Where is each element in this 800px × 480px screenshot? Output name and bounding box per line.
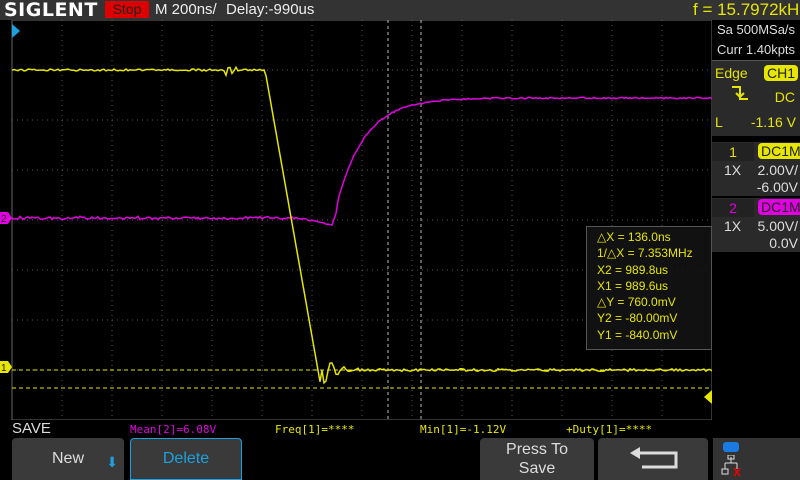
trigger-type: Edge <box>715 65 748 81</box>
ch2-panel[interactable]: 2 DC1M 1X 5.00V/ 0.0V <box>712 198 800 252</box>
cursor-readout-line: X2 = 989.8us <box>597 262 711 278</box>
trigger-level: -1.16 V <box>751 114 796 130</box>
memory-depth: Curr 1.40kpts <box>717 42 795 58</box>
press-to-save-button[interactable]: Press To Save <box>480 438 594 480</box>
brand-logo: SIGLENT <box>4 0 98 21</box>
back-button[interactable] <box>598 438 708 480</box>
delay[interactable]: Delay:-990us <box>226 1 314 18</box>
cursor-readout-line: X1 = 989.6us <box>597 278 711 294</box>
measurement-min1: Min[1]=-1.12V <box>420 423 506 436</box>
delete-label: Delete <box>163 450 209 468</box>
ch1-coupling: DC1M <box>758 143 800 159</box>
ch1-scale: 2.00V/ <box>758 162 798 178</box>
cursor-readout-line: Y1 = -840.0mV <box>597 327 711 343</box>
trigger-source: CH1 <box>764 65 798 81</box>
delete-button[interactable]: Delete <box>130 438 242 480</box>
falling-edge-icon <box>730 85 750 101</box>
oscilloscope-screen: SIGLENT Stop M 200ns/ Delay:-990us f = 1… <box>0 0 800 480</box>
trigger-position-marker <box>12 24 20 38</box>
sample-rate: Sa 500MSa/s <box>717 22 795 38</box>
usb-icon <box>723 442 739 452</box>
ch2-marker: 2 <box>0 212 12 225</box>
ch1-number: 1 <box>712 143 754 161</box>
measurement-mean2: Mean[2]=6.08V <box>130 423 216 436</box>
ch1-marker: 1 <box>0 361 12 374</box>
return-arrow-icon <box>626 447 680 471</box>
trigger-level-marker <box>704 390 712 404</box>
arrow-down-icon: ⬇ <box>106 454 118 471</box>
ch2-probe: 1X <box>724 218 741 234</box>
status-area <box>713 438 800 480</box>
ch1-offset: -6.00V <box>757 179 798 195</box>
waveform-display: 1 2 <box>0 20 712 420</box>
ch1-panel[interactable]: 1 DC1M 1X 2.00V/ -6.00V <box>712 142 800 196</box>
new-button[interactable]: New ⬇ <box>12 438 124 480</box>
ch1-probe: 1X <box>724 162 741 178</box>
cursor-readout-panel: △X = 136.0ns 1/△X = 7.353MHz X2 = 989.8us X… <box>586 226 712 350</box>
ch2-coupling: DC1M <box>758 199 800 215</box>
cursor-readout-line: 1/△X = 7.353MHz <box>597 245 711 261</box>
trigger-coupling: DC <box>775 89 795 105</box>
ch2-offset: 0.0V <box>769 235 798 251</box>
top-bar: SIGLENT Stop M 200ns/ Delay:-990us f = 1… <box>0 0 800 20</box>
measurement-freq1: Freq[1]=**** <box>275 423 354 436</box>
run-state-badge[interactable]: Stop <box>105 1 149 18</box>
svg-text:2: 2 <box>1 214 7 225</box>
trigger-panel[interactable]: Edge CH1 DC L -1.16 V <box>712 60 800 136</box>
new-label: New <box>52 450 84 468</box>
frequency-readout: f = 15.7972kHz <box>693 0 800 19</box>
network-disconnected-icon <box>721 455 741 477</box>
svg-text:1: 1 <box>1 363 7 374</box>
cursor-readout-line: △X = 136.0ns <box>597 229 711 245</box>
cursor-readout-line: Y2 = -80.00mV <box>597 310 711 326</box>
press-to-save-line1: Press To <box>506 440 568 459</box>
press-to-save-line2: Save <box>519 459 555 478</box>
cursor-readout-line: △Y = 760.0mV <box>597 294 711 310</box>
ch2-number: 2 <box>712 199 754 217</box>
timebase[interactable]: M 200ns/ <box>155 1 217 18</box>
measurement-duty1: +Duty[1]=**** <box>566 423 652 436</box>
ch2-scale: 5.00V/ <box>758 218 798 234</box>
trigger-level-label: L <box>715 114 723 130</box>
menu-title: SAVE <box>12 420 51 437</box>
